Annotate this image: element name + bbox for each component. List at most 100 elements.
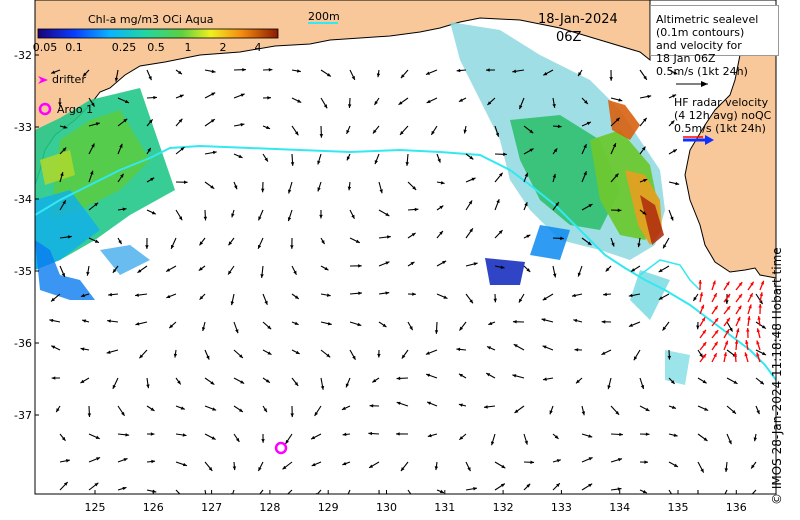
velocity-arrow <box>310 433 322 440</box>
velocity-arrow <box>146 177 155 183</box>
hf-radar-arrow <box>699 329 707 339</box>
velocity-arrow <box>88 482 99 491</box>
velocity-arrow <box>259 489 264 494</box>
velocity-arrow <box>755 321 767 329</box>
velocity-arrow <box>609 69 613 81</box>
velocity-arrow <box>287 209 293 222</box>
velocity-arrow <box>51 345 61 351</box>
velocity-arrow <box>314 405 322 417</box>
colorbar <box>37 28 279 39</box>
lon-tick-label: 132 <box>493 501 514 514</box>
velocity-arrow <box>146 405 155 412</box>
altimetry-legend-line: 18 Jan 06Z <box>656 52 716 65</box>
velocity-arrow <box>257 461 264 472</box>
hf-radar-arrow <box>747 316 751 327</box>
velocity-arrow <box>135 293 148 297</box>
velocity-arrow <box>291 349 300 355</box>
velocity-arrow <box>668 377 676 385</box>
velocity-arrow <box>88 202 99 211</box>
velocity-arrow <box>58 97 62 107</box>
velocity-arrow <box>291 293 300 300</box>
chlorophyll-patch-east <box>450 22 690 385</box>
velocity-arrow <box>552 459 561 463</box>
velocity-arrow <box>436 181 445 185</box>
velocity-arrow <box>262 349 272 356</box>
velocity-arrow <box>581 237 592 246</box>
velocity-arrow <box>175 69 183 75</box>
velocity-arrow <box>349 69 356 81</box>
velocity-arrow <box>639 432 650 436</box>
velocity-arrow <box>639 209 647 216</box>
hf-radar-arrow <box>756 352 761 363</box>
velocity-arrow <box>204 461 213 472</box>
contour-200m-shelf <box>639 259 701 291</box>
altimetry-legend-box <box>650 5 779 56</box>
hf-radar-arrow <box>733 351 738 363</box>
lat-tick-label: -35 <box>14 265 32 278</box>
velocity-arrow <box>290 153 295 166</box>
hf-radar-arrow <box>757 316 761 327</box>
velocity-arrow <box>201 321 206 332</box>
velocity-arrow <box>458 97 467 103</box>
hf-radar-arrow <box>747 292 754 303</box>
velocity-arrow <box>59 171 64 183</box>
velocity-arrow <box>697 377 707 384</box>
velocity-arrow <box>639 94 652 99</box>
velocity-arrow <box>668 461 679 468</box>
altimetry-legend-line: and velocity for <box>656 39 742 52</box>
velocity-arrow <box>88 433 100 440</box>
velocity-arrow <box>755 349 767 356</box>
velocity-arrow <box>59 265 66 278</box>
hf-radar-arrow <box>711 280 716 291</box>
velocity-arrow <box>204 489 207 494</box>
hf-radar-arrow <box>711 292 718 303</box>
velocity-arrow <box>518 293 525 303</box>
velocity-arrow <box>261 433 265 443</box>
velocity-arrow <box>117 143 123 155</box>
velocity-arrow <box>465 177 476 183</box>
velocity-arrow <box>203 209 208 221</box>
altimetry-legend-text: Altimetric sealevel (0.1m contours) and … <box>656 13 758 65</box>
lon-tick-label: 136 <box>726 501 747 514</box>
velocity-arrow <box>456 347 467 352</box>
velocity-arrow <box>173 349 178 358</box>
velocity-arrow <box>368 461 380 469</box>
velocity-arrow <box>262 321 272 330</box>
velocity-arrow <box>610 117 621 127</box>
velocity-arrow <box>458 433 467 441</box>
velocity-arrow <box>493 293 497 303</box>
velocity-arrow <box>494 198 500 211</box>
velocity-arrow <box>51 376 61 380</box>
velocity-arrow <box>542 377 554 381</box>
velocity-arrow <box>368 431 380 436</box>
velocity-arrow <box>175 461 188 467</box>
velocity-arrow <box>139 349 148 359</box>
drifter-legend-label: drifter <box>52 73 86 86</box>
velocity-arrow <box>523 172 529 183</box>
lat-tick-label: -32 <box>14 49 32 62</box>
hf-radar-arrow <box>711 341 719 351</box>
velocity-arrow <box>112 265 119 274</box>
velocity-arrow <box>724 461 729 473</box>
velocity-arrow <box>376 69 381 78</box>
velocity-arrow <box>233 377 245 384</box>
velocity-arrow <box>514 405 525 414</box>
velocity-arrow <box>257 237 264 250</box>
hf-radar-arrow <box>698 279 702 291</box>
colorbar-tick-label: 4 <box>255 41 262 54</box>
velocity-arrow <box>696 321 700 330</box>
lon-tick-label: 135 <box>668 501 689 514</box>
velocity-arrow <box>291 321 299 326</box>
velocity-arrow <box>487 97 496 106</box>
velocity-arrow <box>465 293 474 304</box>
hf-scale-label: 0.5m/s (1kt 24h) <box>674 122 766 135</box>
argo-legend-icon <box>38 102 52 116</box>
velocity-arrow <box>581 97 589 105</box>
velocity-arrow <box>668 120 675 127</box>
velocity-arrow <box>552 173 556 183</box>
hf-legend-line: HF radar velocity <box>674 96 769 109</box>
lon-tick-label: 128 <box>259 501 280 514</box>
velocity-arrow <box>465 200 473 211</box>
hf-legend-line: (4 12h avg) noQC <box>674 109 772 122</box>
velocity-arrow <box>639 117 648 127</box>
